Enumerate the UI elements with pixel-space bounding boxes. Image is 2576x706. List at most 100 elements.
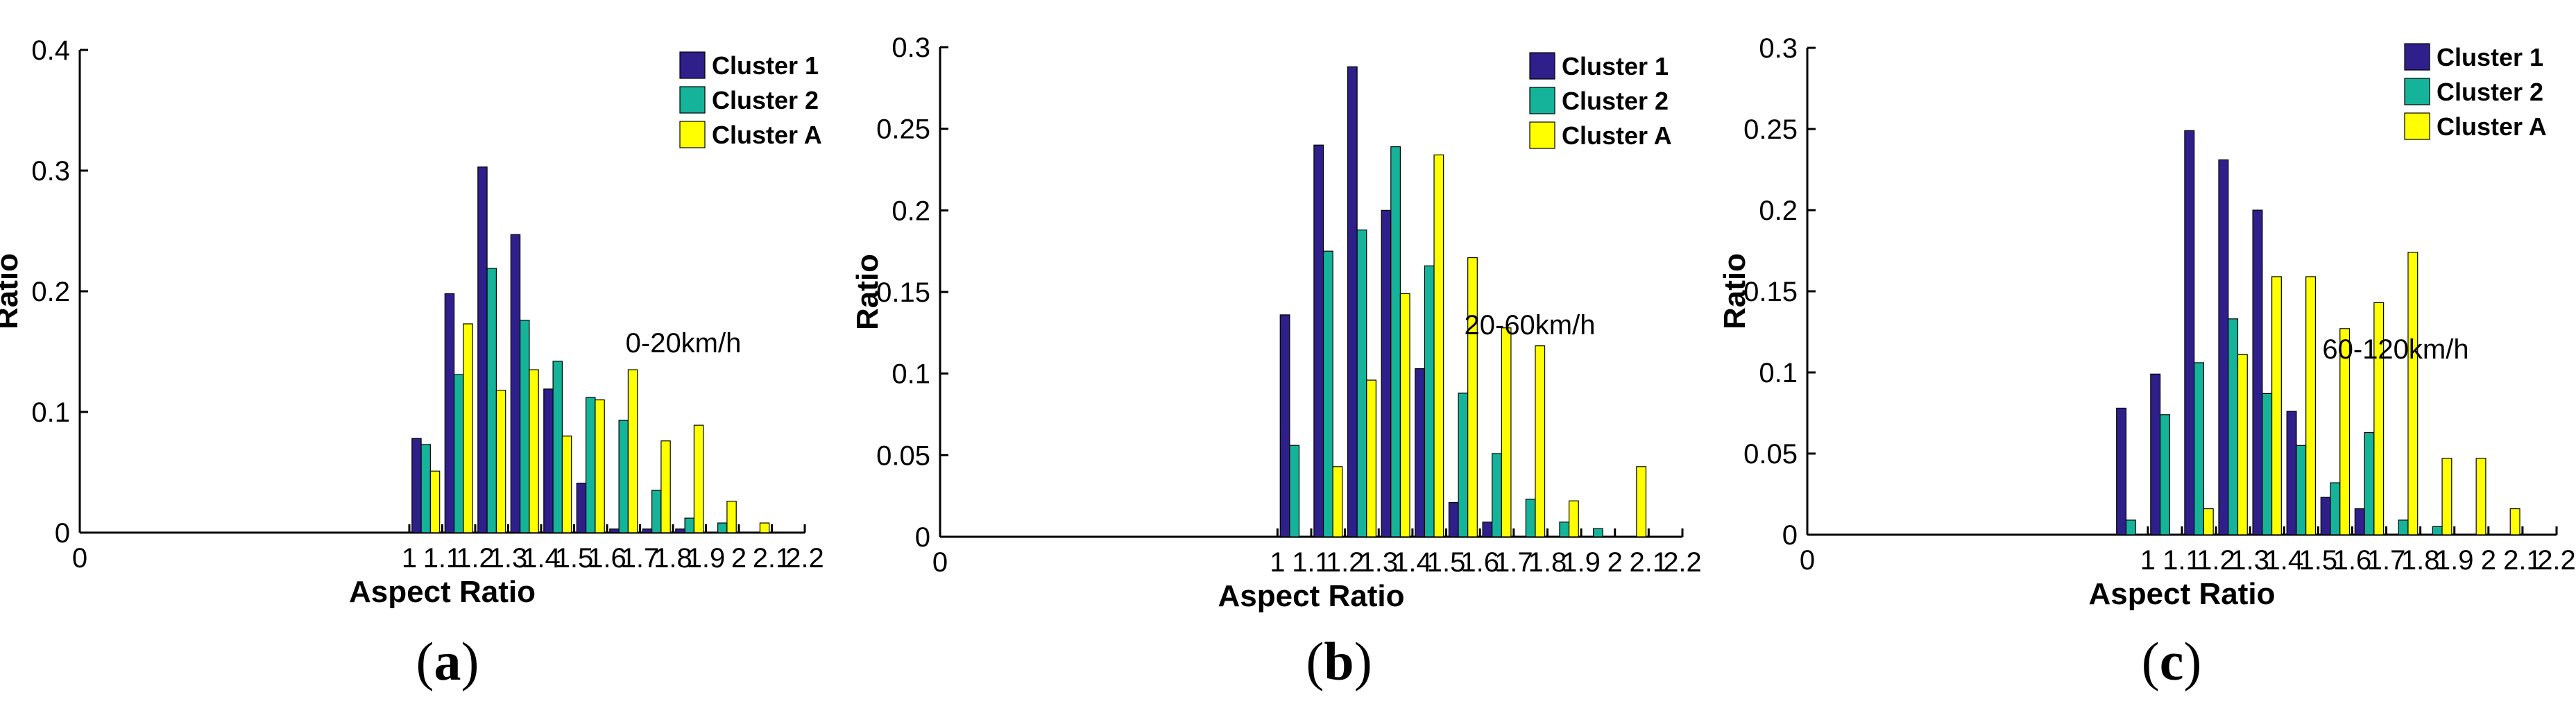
x-tick-label: 1.5	[555, 543, 594, 574]
x-tick-label: 2	[2481, 545, 2496, 576]
bar-cluster-a-a	[595, 399, 605, 533]
speed-annotation-c: 60-120km/h	[2322, 334, 2468, 365]
x-tick-label: 1.5	[2299, 545, 2338, 576]
legend-swatch-cluster-1-b	[1529, 52, 1555, 80]
bar-cluster-1-b	[1482, 522, 1493, 537]
x-tick-label: 2.2	[785, 543, 824, 574]
bar-cluster-1-b	[1448, 501, 1459, 537]
bar-cluster-2-b	[1525, 499, 1536, 537]
x-tick-label: 1.3	[489, 543, 528, 574]
x-tick-label: 1.3	[2230, 545, 2269, 576]
bar-cluster-2-b	[1390, 146, 1401, 537]
x-tick-label: 1.1	[2163, 545, 2201, 576]
bar-cluster-1-c	[2354, 508, 2365, 535]
bar-cluster-a-a	[759, 522, 770, 533]
x-axis-title-b: Aspect Ratio	[1218, 579, 1405, 613]
bar-cluster-a-b	[1366, 379, 1376, 537]
bar-cluster-a-c	[2203, 508, 2214, 535]
bar-cluster-1-a	[609, 528, 620, 533]
x-tick-label: 2.1	[753, 543, 792, 574]
bar-cluster-1-a	[543, 388, 554, 533]
panel-label-c: (c)	[2142, 631, 2202, 691]
y-tick-label: 0.05	[1743, 439, 1798, 470]
bar-cluster-a-c	[2271, 276, 2282, 535]
y-tick-label: 0.2	[1759, 196, 1798, 226]
bar-cluster-a-c	[2339, 328, 2351, 535]
x-tick-label: 1.6	[2333, 545, 2372, 576]
legend-swatch-cluster-a-b	[1529, 121, 1555, 149]
bar-cluster-a-a	[693, 424, 704, 533]
x-axis-title-a: Aspect Ratio	[349, 575, 536, 609]
bar-cluster-1-a	[642, 528, 653, 533]
y-tick-label: 0.1	[1759, 358, 1798, 388]
y-tick-label: 0	[1782, 520, 1798, 551]
bar-cluster-a-b	[1467, 257, 1478, 537]
bar-cluster-a-a	[463, 323, 473, 533]
x-tick-label: 1.2	[456, 543, 495, 574]
legend-label-cluster-1-b: Cluster 1	[1562, 52, 1669, 80]
x-tick-label: 0	[72, 543, 87, 574]
x-tick-label: 0	[932, 547, 948, 578]
chart-panel-b: 0 1 1.11.21.31.41.51.61.71.81.9 2 2.12.2 0 0.0…	[851, 33, 1702, 613]
panel-label-c-close: )	[2183, 631, 2201, 691]
bar-cluster-2-c	[2159, 414, 2170, 535]
y-tick-label: 0.2	[31, 277, 70, 307]
bar-cluster-2-c	[2364, 431, 2375, 535]
legend-swatch-cluster-1-a	[679, 51, 706, 79]
legend-label-cluster-a-b: Cluster A	[1562, 121, 1672, 150]
y-axis-title-b: Ratio	[851, 254, 885, 330]
x-tick-label: 1.4	[2264, 545, 2303, 576]
legend-label-cluster-a-a: Cluster A	[712, 121, 822, 149]
y-tick-label: 0	[55, 518, 70, 549]
bar-cluster-a-c	[2441, 458, 2453, 535]
bar-cluster-2-a	[519, 320, 530, 533]
bar-cluster-1-c	[2184, 130, 2195, 535]
legend-swatch-cluster-2-a	[679, 86, 706, 114]
legend-label-cluster-2-a: Cluster 2	[712, 86, 819, 114]
bar-cluster-a-b	[1332, 466, 1343, 537]
bar-cluster-a-c	[2475, 458, 2487, 535]
chart-panel-c: 0 1 1.11.21.31.41.51.61.71.81.9 2 2.12.2 0 0.0…	[1718, 33, 2576, 611]
x-tick-label: 1.6	[1460, 547, 1499, 578]
bar-cluster-2-a	[552, 361, 563, 533]
bar-cluster-a-c	[2237, 354, 2248, 535]
x-tick-label: 1.2	[2197, 545, 2235, 576]
x-tick-label: 1.8	[2401, 545, 2440, 576]
bar-cluster-1-b	[1347, 66, 1358, 537]
y-tick-label: 0.25	[876, 114, 930, 145]
bar-cluster-a-a	[429, 470, 441, 533]
y-tick-label: 0.3	[892, 33, 930, 63]
y-tick-label: 0.3	[31, 156, 70, 187]
bar-cluster-1-c	[2320, 497, 2331, 535]
bar-cluster-a-b	[1399, 293, 1410, 537]
y-tick-label: 0.4	[31, 35, 70, 66]
bar-cluster-1-a	[510, 234, 521, 533]
bar-cluster-a-a	[561, 436, 572, 533]
y-tick-label: 0.25	[1743, 114, 1798, 145]
panel-label-a-open: (	[416, 631, 434, 691]
x-tick-label: 1.7	[1494, 547, 1533, 578]
x-tick-label: 1	[2140, 545, 2156, 576]
y-tick-label: 0	[915, 522, 930, 553]
bar-cluster-1-c	[2116, 407, 2127, 535]
bar-cluster-2-a	[453, 374, 464, 533]
legend-label-cluster-1-c: Cluster 1	[2437, 43, 2543, 71]
x-tick-label: 2.1	[2503, 545, 2542, 576]
bar-cluster-2-a	[717, 522, 728, 533]
bar-cluster-1-c	[2218, 159, 2229, 535]
x-tick-label: 1.5	[1427, 547, 1466, 578]
bar-cluster-1-c	[2150, 373, 2161, 535]
bar-cluster-2-a	[486, 268, 497, 533]
legend-swatch-cluster-2-c	[2404, 78, 2430, 105]
bar-cluster-1-c	[2252, 209, 2263, 535]
legend-label-cluster-1-a: Cluster 1	[712, 51, 819, 80]
bar-cluster-2-a	[618, 420, 629, 533]
legend-swatch-cluster-2-b	[1529, 87, 1555, 114]
bar-cluster-a-b	[1568, 500, 1579, 537]
bar-cluster-1-b	[1381, 209, 1392, 537]
x-tick-label: 1.7	[2367, 545, 2406, 576]
bar-cluster-2-c	[2398, 519, 2409, 535]
bar-cluster-1-a	[411, 438, 422, 533]
bar-cluster-1-b	[1279, 314, 1290, 537]
